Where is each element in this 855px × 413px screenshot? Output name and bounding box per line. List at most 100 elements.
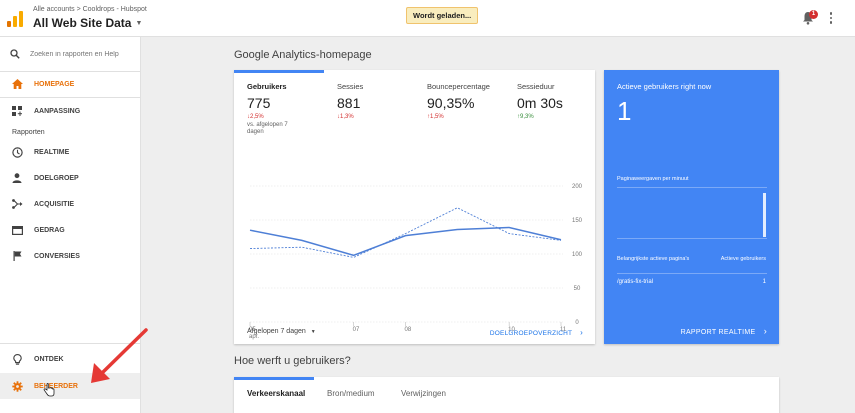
realtime-link-label: RAPPORT REALTIME — [680, 329, 756, 336]
nav-gedrag[interactable]: GEDRAG — [0, 218, 140, 242]
divider — [0, 71, 140, 72]
page-title: Google Analytics-homepage — [234, 49, 372, 61]
more-vert-icon[interactable] — [829, 12, 833, 26]
search-input[interactable] — [30, 50, 130, 58]
tab-verwijzingen[interactable]: Verwijzingen — [401, 389, 446, 398]
metric-label: Sessies — [337, 82, 364, 91]
active-page-users: 1 — [762, 279, 766, 285]
overview-card: Gebruikers 775 ↓2,5% vs. afgelopen 7 dag… — [234, 70, 595, 344]
main-content: Google Analytics-homepage Gebruikers 775… — [141, 37, 855, 413]
section-label-rapporten: Rapporten — [12, 129, 45, 136]
metric-change-value: 9,3% — [520, 114, 534, 120]
x-tick-label: 05 — [249, 327, 256, 333]
hand-cursor-icon — [43, 383, 55, 397]
date-range-label: Afgelopen 7 dagen — [247, 328, 306, 335]
property-selector[interactable]: All Web Site Data ▼ — [33, 16, 142, 30]
active-users-column-label: Actieve gebruikers — [720, 256, 766, 262]
nav-label: REALTIME — [34, 148, 70, 156]
divider — [0, 97, 140, 98]
audience-link-label: DOELGROEPOVERZICHT — [489, 330, 573, 337]
metric-label: Bouncepercentage — [427, 82, 490, 91]
analytics-logo-icon[interactable] — [7, 11, 23, 27]
nav-aanpassing[interactable]: AANPASSING — [0, 99, 140, 123]
tab-bron-medium[interactable]: Bron/medium — [327, 389, 375, 398]
nav-ontdek[interactable]: ONTDEK — [0, 347, 140, 371]
loading-indicator: Wordt geladen... — [406, 7, 479, 24]
metric-change: ↑9,3% — [517, 114, 563, 120]
behavior-icon — [0, 225, 34, 235]
metric-value: 775 — [247, 95, 271, 111]
flag-icon — [0, 251, 34, 261]
metric-value: 881 — [337, 95, 361, 111]
nav-homepage[interactable]: HOMEPAGE — [0, 72, 140, 96]
caret-down-icon: ▼ — [310, 329, 316, 335]
search-icon — [0, 49, 30, 59]
metric-value: 0m 30s — [517, 95, 563, 111]
active-users-value: 1 — [617, 96, 632, 126]
realtime-card: Actieve gebruikers right now 1 Paginawee… — [604, 70, 779, 344]
date-range-selector[interactable]: Afgelopen 7 dagen ▼ — [247, 328, 316, 335]
metric-gebruikers[interactable]: Gebruikers 775 ↓2,5% vs. afgelopen 7 dag… — [247, 82, 295, 136]
selected-metric-indicator — [234, 70, 324, 73]
notification-badge: 1 — [809, 10, 818, 19]
home-icon — [0, 79, 34, 89]
property-name: All Web Site Data — [33, 16, 132, 30]
series-line-current — [249, 226, 562, 257]
nav-conversies[interactable]: CONVERSIES — [0, 244, 140, 268]
series-line-previous — [249, 207, 562, 258]
realtime-report-link[interactable]: RAPPORT REALTIME › — [681, 326, 767, 336]
audience-overview-link[interactable]: DOELGROEPOVERZICHT › — [490, 328, 583, 337]
nav-label: BEHEERDER — [34, 382, 78, 390]
y-tick-label: 0 — [575, 320, 579, 326]
metric-value: 90,35% — [427, 95, 475, 111]
metric-sessieduur[interactable]: Sessieduur 0m 30s ↑9,3% — [517, 82, 563, 120]
y-tick-label: 150 — [572, 218, 583, 224]
nav-label: DOELGROEP — [34, 174, 79, 182]
metric-change: ↓2,5% — [247, 114, 295, 120]
y-tick-label: 100 — [572, 252, 583, 258]
nav-label: ONTDEK — [34, 355, 64, 363]
arrow-down-icon: ↓ — [247, 114, 250, 120]
gear-icon — [0, 380, 34, 392]
customization-icon — [0, 106, 34, 116]
nav-acquisitie[interactable]: ACQUISITIE — [0, 192, 140, 216]
arrow-up-icon: ↑ — [517, 114, 520, 120]
x-tick-label: 08 — [405, 327, 412, 333]
annotation-arrow-icon — [91, 328, 148, 383]
metric-change-value: 1,5% — [430, 114, 444, 120]
acquisition-card: Verkeerskanaal Bron/medium Verwijzingen — [234, 377, 779, 413]
metric-change: ↓1,3% — [337, 114, 363, 120]
x-tick-label: 11 — [560, 327, 567, 333]
nav-label: ACQUISITIE — [34, 200, 75, 208]
pageviews-label: Paginaweergaven per minuut — [617, 176, 689, 182]
nav-highlight — [0, 373, 140, 399]
search-bar — [0, 43, 140, 65]
active-page-path[interactable]: /gratis-fix-trial — [617, 279, 654, 285]
divider — [617, 273, 767, 274]
nav-label: CONVERSIES — [34, 252, 80, 260]
sidebar: HOMEPAGE AANPASSING Rapporten REALTIME D… — [0, 37, 141, 413]
metric-sessies[interactable]: Sessies 881 ↓1,3% — [337, 82, 363, 120]
nav-beheerder[interactable]: BEHEERDER — [0, 374, 140, 398]
top-pages-label: Belangrijkste actieve pagina's — [617, 256, 690, 262]
nav-doelgroep[interactable]: DOELGROEP — [0, 166, 140, 190]
divider — [617, 238, 767, 239]
x-tick-label: 07 — [353, 327, 360, 333]
lightbulb-icon — [0, 353, 34, 365]
arrow-up-icon: ↑ — [427, 114, 430, 120]
chevron-right-icon: › — [580, 328, 583, 337]
top-bar: Alle accounts > Cooldrops - Hubspot All … — [0, 0, 855, 37]
acquisition-title: Hoe werft u gebruikers? — [234, 355, 351, 367]
nav-label: GEDRAG — [34, 226, 65, 234]
tab-verkeerskanaal[interactable]: Verkeerskanaal — [247, 389, 306, 398]
nav-realtime[interactable]: REALTIME — [0, 140, 140, 164]
caret-down-icon: ▼ — [135, 19, 143, 27]
divider — [0, 343, 140, 344]
comparison-label: vs. afgelopen 7 dagen — [247, 122, 288, 135]
divider — [617, 187, 767, 188]
breadcrumb[interactable]: Alle accounts > Cooldrops - Hubspot — [33, 6, 147, 13]
metric-bouncepercentage[interactable]: Bouncepercentage 90,35% ↑1,5% — [427, 82, 490, 120]
metric-change-value: 2,5% — [250, 114, 264, 120]
y-tick-label: 200 — [572, 184, 583, 190]
